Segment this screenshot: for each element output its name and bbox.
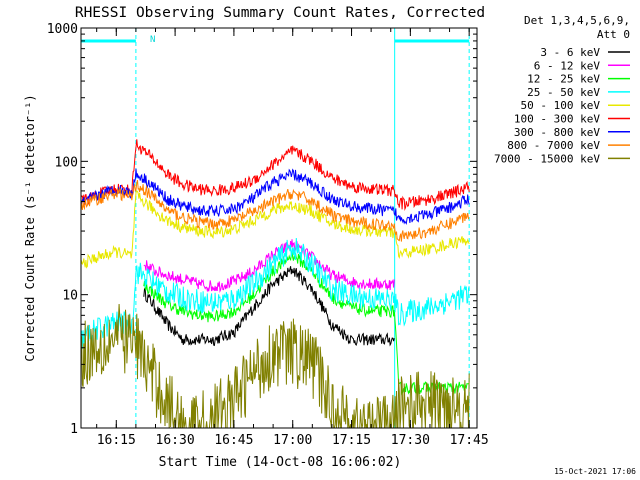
y-axis: 1 10 100 1000: [47, 22, 477, 437]
legend-label-4: 50 - 100 keV: [521, 99, 601, 112]
legend-label-6: 300 - 800 keV: [514, 126, 600, 139]
legend-label-3: 25 - 50 keV: [527, 86, 600, 99]
plot-frame: [80, 27, 478, 429]
y-tick-label-2: 100: [55, 155, 78, 170]
x-tick-label-2: 16:45: [214, 433, 253, 448]
series-line-2: [143, 251, 470, 396]
y-tick-label-3: 1000: [47, 22, 78, 37]
y-tick-label-0: 1: [70, 422, 78, 437]
series-line-8: [80, 303, 470, 429]
legend-label-1: 6 - 12 keV: [534, 59, 601, 72]
legend-header-attenuator: Att 0: [597, 28, 630, 41]
y-tick-label-1: 10: [62, 289, 78, 304]
x-tick-label-6: 17:45: [450, 433, 489, 448]
series-line-4: [80, 190, 470, 269]
x-tick-label-3: 17:00: [273, 433, 312, 448]
x-axis-label: Start Time (14-Oct-08 16:06:02): [159, 455, 402, 470]
x-tick-label-0: 16:15: [97, 433, 136, 448]
series-line-3: [80, 237, 470, 349]
legend-header-detectors: Det 1,3,4,5,6,9,: [524, 14, 630, 27]
legend-label-7: 800 - 7000 keV: [507, 139, 600, 152]
legend-label-8: 7000 - 15000 keV: [494, 152, 600, 165]
series-line-5: [80, 139, 470, 211]
series-line-1: [143, 239, 395, 293]
x-tick-label-4: 17:15: [332, 433, 371, 448]
x-tick-label-5: 17:30: [391, 433, 430, 448]
legend-label-0: 3 - 6 keV: [540, 46, 600, 59]
footer-date: 15-Oct-2021 17:06: [554, 467, 636, 476]
series-line-7: [80, 179, 470, 242]
night-marker-label: N: [150, 35, 155, 45]
plot-marks: [80, 28, 470, 429]
legend-label-5: 100 - 300 keV: [514, 113, 600, 126]
series-line-6: [80, 168, 470, 225]
chart-title: RHESSI Observing Summary Count Rates, Co…: [75, 5, 485, 21]
x-tick-label-1: 16:30: [156, 433, 195, 448]
legend-label-2: 12 - 25 keV: [527, 73, 600, 86]
x-axis: 16:15 16:30 16:45 17:00 17:15 17:30 17:45: [96, 28, 489, 448]
series-line-0: [143, 266, 395, 347]
y-axis-label: Corrected Count Rate (s⁻¹ detector⁻¹): [23, 94, 37, 361]
